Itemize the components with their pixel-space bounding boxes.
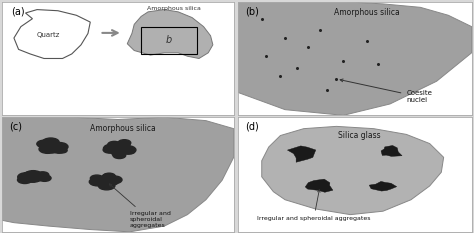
Text: (c): (c) [9,122,22,132]
Circle shape [112,147,122,152]
Circle shape [51,143,68,151]
Text: Irregular and spheroidal aggregates: Irregular and spheroidal aggregates [257,190,371,221]
Circle shape [91,175,103,182]
Circle shape [26,173,40,180]
Circle shape [36,172,49,178]
Circle shape [118,142,130,147]
Text: Silica glass: Silica glass [338,131,381,140]
Text: Quartz: Quartz [37,32,60,38]
Circle shape [98,182,115,190]
Circle shape [118,140,131,146]
Text: Amorphous silica: Amorphous silica [146,6,201,11]
Circle shape [28,174,42,181]
Circle shape [108,141,121,148]
Circle shape [28,173,43,181]
Circle shape [126,149,135,154]
Circle shape [18,176,32,184]
Circle shape [110,145,127,154]
Circle shape [49,146,61,152]
Text: (a): (a) [12,6,25,16]
Circle shape [100,178,115,185]
Text: Coesite
nuclei: Coesite nuclei [340,79,432,103]
Circle shape [119,146,136,154]
Circle shape [112,152,122,156]
Circle shape [45,142,60,150]
Circle shape [48,144,58,150]
Circle shape [52,144,63,150]
Polygon shape [2,117,234,232]
Polygon shape [128,10,213,58]
Circle shape [101,177,118,185]
Circle shape [47,144,60,150]
Circle shape [46,143,62,151]
Circle shape [52,144,62,149]
Circle shape [42,138,59,146]
Circle shape [46,146,59,153]
Circle shape [18,173,35,181]
Circle shape [102,174,114,180]
Circle shape [37,140,52,148]
Circle shape [26,174,40,181]
Text: Irregular and
spheroidal
aggregates: Irregular and spheroidal aggregates [109,184,171,228]
Circle shape [89,178,106,186]
Polygon shape [381,145,402,156]
Circle shape [109,145,126,154]
Text: (b): (b) [246,6,259,16]
Circle shape [112,147,128,155]
Circle shape [115,147,125,152]
Circle shape [113,152,126,158]
Circle shape [56,148,67,153]
Circle shape [47,144,60,151]
Circle shape [38,175,51,181]
Circle shape [39,145,56,153]
Polygon shape [287,146,316,162]
Text: Amorphous silica: Amorphous silica [90,124,155,133]
Circle shape [25,171,42,179]
Circle shape [98,179,113,186]
Circle shape [23,171,38,179]
Bar [141,27,197,54]
Circle shape [28,172,46,181]
Polygon shape [305,179,333,192]
Circle shape [103,173,115,179]
Polygon shape [238,2,472,115]
Circle shape [103,147,117,153]
Text: (d): (d) [246,122,259,132]
Circle shape [100,179,111,185]
Circle shape [103,144,121,153]
Circle shape [110,147,126,154]
Circle shape [107,176,122,184]
Circle shape [46,144,59,151]
Polygon shape [369,182,397,191]
Circle shape [99,178,114,185]
Polygon shape [262,126,444,215]
Circle shape [102,177,116,184]
Circle shape [25,173,40,181]
Text: Amorphous silica: Amorphous silica [334,8,400,17]
Circle shape [54,148,64,153]
Text: b: b [166,35,172,45]
Circle shape [96,178,109,185]
Circle shape [25,175,37,181]
Circle shape [114,144,128,151]
Circle shape [110,149,123,155]
Circle shape [106,145,118,151]
Circle shape [27,174,38,180]
Circle shape [25,174,41,182]
